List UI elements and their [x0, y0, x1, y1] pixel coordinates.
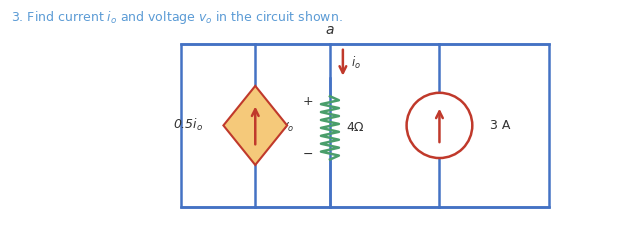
Circle shape: [406, 93, 472, 158]
Text: −: −: [303, 148, 313, 161]
Text: 4Ω: 4Ω: [347, 121, 364, 134]
Text: a: a: [326, 23, 334, 37]
Text: 3. Find current $i_o$ and voltage $v_o$ in the circuit shown.: 3. Find current $i_o$ and voltage $v_o$ …: [11, 9, 343, 26]
Text: $v_o$: $v_o$: [282, 121, 295, 134]
Text: 0.5$i_o$: 0.5$i_o$: [173, 117, 203, 134]
Text: $i_o$: $i_o$: [351, 55, 361, 71]
Polygon shape: [224, 86, 287, 165]
Text: +: +: [303, 95, 313, 108]
Text: 3 A: 3 A: [490, 119, 510, 132]
